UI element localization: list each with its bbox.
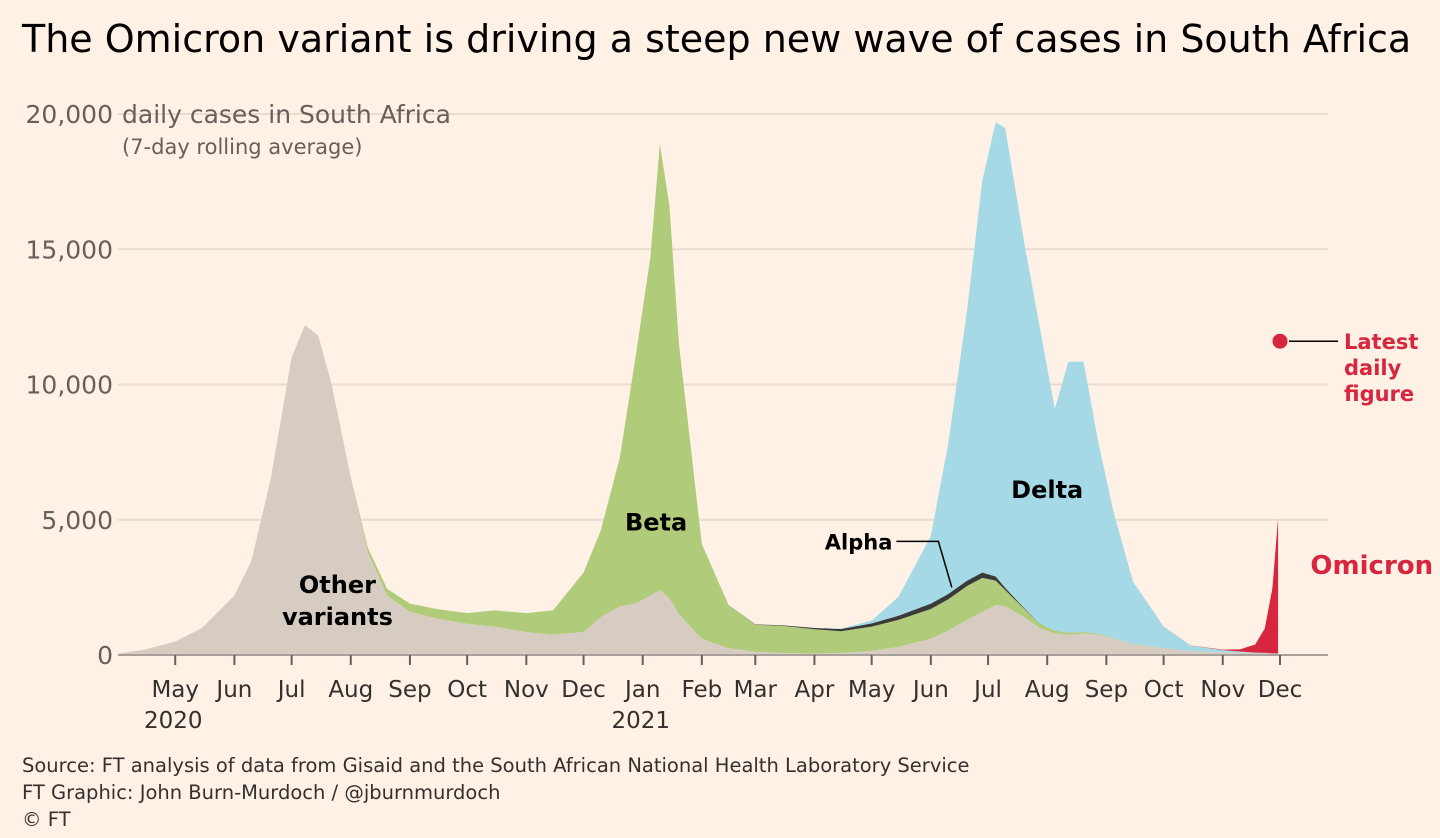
alpha-leader-line (896, 540, 953, 588)
latest-point-label: figure (1344, 382, 1414, 406)
x-tick-label: Aug (328, 677, 373, 703)
x-tick-label: Apr (795, 677, 835, 703)
latest-point-dot (1272, 333, 1288, 349)
x-tick-label: Mar (734, 677, 778, 703)
x-tick-label: Dec (1258, 677, 1303, 703)
y-tick-label: 5,000 (41, 506, 113, 535)
x-tick-label: Nov (504, 677, 549, 703)
x-tick-label: Aug (1025, 677, 1070, 703)
y-tick-label: 20,000 (26, 100, 113, 129)
label-alpha: Alpha (825, 530, 893, 554)
label-omicron: Omicron (1310, 551, 1433, 581)
copyright-notice: © FT (22, 808, 71, 831)
x-tick-label: Jul (972, 677, 1002, 703)
x-tick-label: Oct (1144, 677, 1184, 703)
y-tick-label: 15,000 (26, 235, 113, 264)
year-label: 2021 (611, 708, 670, 734)
latest-point-label: daily (1344, 356, 1402, 380)
x-tick-label: Dec (561, 677, 606, 703)
x-tick-label: May (848, 677, 896, 703)
x-tick-label: Sep (388, 677, 431, 703)
variant-areas (118, 122, 1279, 655)
y-axis-title: daily cases in South Africa (122, 100, 451, 129)
label-other: variants (282, 603, 393, 631)
label-beta: Beta (625, 509, 687, 537)
x-tick-label: Jun (214, 677, 252, 703)
chart-labels: 0 5,000 10,000 15,000 20,000 daily cases in S… (26, 100, 1434, 670)
label-delta: Delta (1011, 476, 1083, 504)
year-label: 2020 (144, 708, 203, 734)
area-delta (118, 122, 1279, 654)
y-axis-subtitle: (7-day rolling average) (122, 135, 362, 159)
y-tick-label: 0 (97, 641, 113, 670)
x-tick-label: Sep (1085, 677, 1128, 703)
x-axis: May Jun Jul Aug Sep Oct Nov Dec Jan Feb Mar Apr May J… (118, 654, 1328, 734)
source-note: Source: FT analysis of data from Gisaid … (22, 754, 970, 777)
x-tick-label: Jun (911, 677, 949, 703)
x-tick-label: May (151, 677, 199, 703)
x-tick-label: Nov (1200, 677, 1245, 703)
label-other: Other (299, 571, 376, 599)
area-beta (118, 143, 1279, 654)
x-tick-label: Jul (276, 677, 306, 703)
x-tick-label: Jan (623, 677, 660, 703)
area-other (118, 324, 1279, 655)
x-tick-label: Feb (681, 677, 722, 703)
y-tick-label: 10,000 (26, 371, 113, 400)
latest-point-label: Latest (1344, 330, 1418, 354)
chart-title: The Omicron variant is driving a steep n… (22, 17, 1412, 61)
graphic-credit: FT Graphic: John Burn-Murdoch / @jburnmu… (22, 781, 501, 804)
x-tick-label: Oct (447, 677, 487, 703)
